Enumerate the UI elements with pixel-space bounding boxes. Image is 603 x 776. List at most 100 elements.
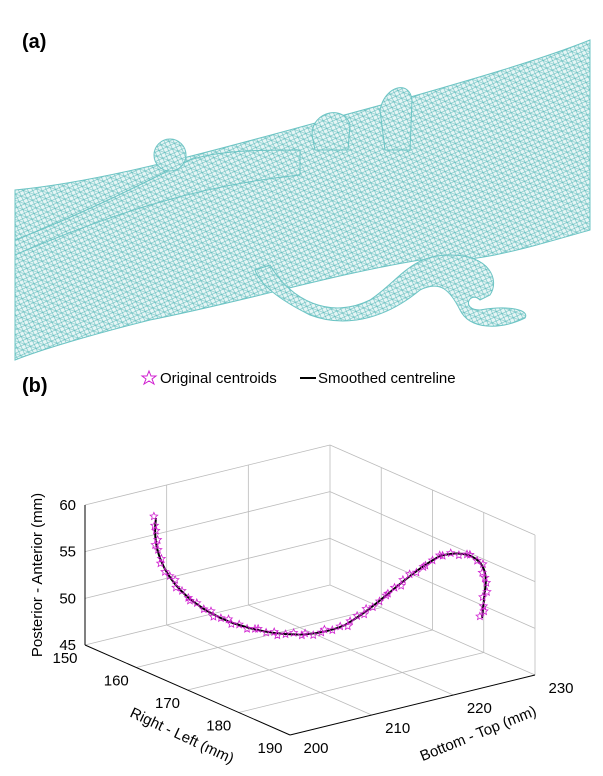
centroid-marker: [226, 618, 237, 629]
centroid-marker: [465, 549, 475, 559]
centroid-marker: [352, 610, 362, 620]
centroid-marker: [288, 627, 299, 637]
centroid-marker: [150, 539, 160, 550]
centroid-marker: [153, 544, 163, 554]
centroid-marker: [216, 613, 226, 623]
centreline: [154, 517, 487, 636]
centroid-marker: [192, 597, 202, 608]
centroid-marker: [272, 630, 283, 640]
x-tick-label: 160: [104, 673, 129, 690]
x-tick-label: 190: [257, 740, 282, 757]
x-tick-label: 150: [52, 650, 77, 667]
centroid-marker: [404, 569, 415, 579]
centroid-marker: [477, 567, 487, 577]
centroid-marker: [472, 555, 482, 565]
legend: Original centroids Smoothed centreline: [140, 369, 456, 387]
centroid-marker: [396, 580, 406, 590]
centroid-marker: [155, 558, 166, 568]
grid-line: [84, 444, 331, 506]
centroid-marker: [250, 623, 260, 633]
centroid-marker: [411, 567, 422, 577]
centroid-marker: [185, 595, 195, 605]
centroid-marker: [359, 609, 369, 619]
z-tick-label: 60: [59, 497, 76, 514]
centroid-marker: [478, 591, 488, 602]
plot-3d: 45 50 55 60 150 160 170 180 190 200 210 220 230: [52, 444, 574, 757]
centroid-marker: [445, 548, 456, 558]
centroid-marker: [437, 550, 448, 560]
centroid-marker: [177, 585, 187, 595]
centroid-marker: [398, 574, 408, 585]
centroid-marker: [183, 592, 194, 602]
centroid-marker: [479, 606, 489, 616]
centroid-marker: [383, 588, 393, 598]
centroid-marker: [253, 623, 263, 633]
centroid-marker: [165, 570, 175, 581]
centroid-marker: [234, 619, 244, 629]
centroid-marker: [199, 604, 209, 614]
centroid-marker: [151, 525, 161, 535]
centroid-marker: [149, 511, 159, 521]
legend-label: Smoothed centreline: [318, 370, 456, 387]
z-tick-label: 55: [59, 544, 76, 561]
grid-line: [248, 604, 454, 696]
centroid-marker: [427, 555, 438, 565]
grid-line: [84, 491, 331, 553]
centroid-marker: [368, 602, 378, 612]
panel-label: (b): [22, 375, 48, 397]
centroid-marker: [206, 606, 216, 616]
centroid-marker: [156, 553, 167, 563]
centroid-marker: [296, 630, 307, 640]
grid-line: [136, 607, 382, 668]
centroid-marker: [389, 582, 400, 592]
centroid-marker: [160, 566, 170, 576]
centroid-marker: [454, 550, 464, 560]
centroid-marker: [381, 590, 391, 600]
axis-label: Posterior - Anterior (mm): [29, 493, 46, 657]
centroid-marker: [208, 611, 219, 621]
legend-marker: [140, 369, 158, 386]
grid-line: [329, 491, 536, 583]
legend-label: Original centroids: [160, 370, 277, 387]
y-tick-label: 210: [385, 720, 410, 737]
centroid-marker: [482, 586, 492, 597]
centroid-marker: [478, 559, 488, 569]
centroid-marker: [149, 520, 160, 530]
centroid-marker: [481, 577, 492, 587]
y-tick-label: 200: [303, 740, 328, 757]
centroid-marker: [171, 582, 181, 592]
centroid-marker: [242, 623, 252, 633]
centroid-marker: [480, 572, 490, 582]
centroid-marker: [319, 624, 330, 634]
grid-line: [84, 584, 331, 646]
mesh-image: [14, 39, 591, 361]
grid-line: [84, 537, 331, 599]
grid-line: [329, 537, 536, 629]
centroid-marker: [170, 574, 180, 584]
centroid-marker: [152, 534, 163, 544]
centroid-marker: [223, 614, 234, 624]
centroid-marker: [280, 629, 291, 639]
grid-line: [166, 624, 372, 716]
centroid-marker: [462, 549, 472, 559]
axis-line: [84, 644, 291, 736]
grid-line: [238, 652, 484, 713]
centroid-marker: [475, 611, 485, 621]
x-tick-label: 180: [206, 718, 231, 735]
centroid-marker: [335, 621, 345, 631]
z-tick-label: 50: [59, 590, 76, 607]
centroid-marker: [374, 596, 385, 606]
centroid-marker: [420, 560, 431, 570]
axis-label: Right - Left (mm): [127, 704, 236, 767]
grid-line: [187, 629, 433, 691]
centroid-marker: [300, 628, 310, 638]
axis-line: [289, 674, 536, 736]
x-tick-label: 170: [155, 695, 180, 712]
panel-label: (a): [22, 31, 46, 53]
centroid-marker: [343, 621, 353, 631]
centroid-marker: [345, 616, 355, 626]
z-tick-label: 45: [59, 637, 76, 654]
centroid-marker: [261, 627, 271, 637]
centroid-marker: [308, 630, 318, 640]
